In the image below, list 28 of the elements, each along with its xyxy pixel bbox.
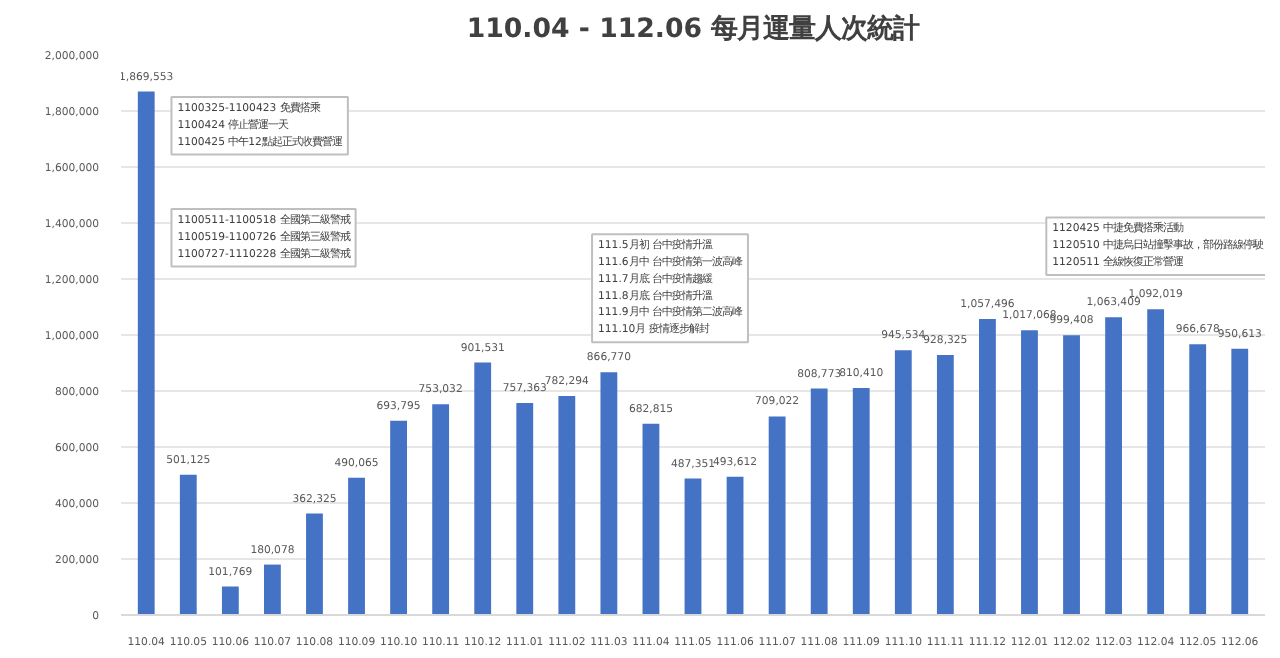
bar <box>432 404 450 615</box>
bar <box>726 476 744 615</box>
bar <box>852 388 870 615</box>
bar <box>306 513 323 615</box>
bar <box>810 388 828 615</box>
bar <box>1189 344 1207 615</box>
bar <box>1231 348 1249 615</box>
bar <box>684 478 702 615</box>
bar <box>642 423 660 615</box>
bar <box>768 416 786 615</box>
bar <box>137 91 155 615</box>
bar <box>600 372 618 615</box>
bar <box>979 318 996 615</box>
bar <box>348 477 365 615</box>
bar <box>936 355 954 615</box>
bar <box>264 564 281 615</box>
bar <box>390 420 407 615</box>
bar <box>1147 309 1165 615</box>
bar <box>1105 317 1122 615</box>
chart-title: 110.04 - 112.06 每月運量人次統計 <box>466 13 920 45</box>
bar <box>516 402 534 615</box>
bar <box>474 362 492 615</box>
bar <box>1063 335 1080 615</box>
bar <box>894 350 912 615</box>
bar <box>558 395 576 615</box>
bar <box>179 474 197 615</box>
bar <box>1021 330 1038 615</box>
bar <box>221 586 239 615</box>
